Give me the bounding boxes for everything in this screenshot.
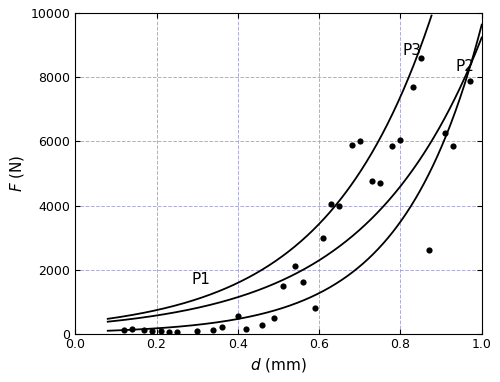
Point — [376, 180, 384, 186]
Point — [120, 327, 128, 333]
Point — [140, 327, 148, 333]
Point — [128, 326, 136, 332]
Text: P2: P2 — [456, 59, 474, 74]
Point — [356, 138, 364, 144]
Point — [311, 305, 319, 311]
Point — [164, 329, 172, 335]
Point — [425, 247, 433, 253]
Point — [408, 84, 416, 90]
Point — [278, 283, 286, 289]
Point — [417, 55, 425, 61]
Point — [396, 137, 404, 143]
Point — [441, 130, 449, 136]
Point — [368, 178, 376, 185]
Point — [290, 263, 298, 269]
Point — [348, 142, 356, 148]
Text: P3: P3 — [402, 43, 421, 58]
Point — [210, 327, 218, 333]
X-axis label: $\mathit{d}$ (mm): $\mathit{d}$ (mm) — [250, 356, 307, 374]
Point — [328, 201, 336, 207]
Point — [336, 202, 344, 209]
Point — [218, 324, 226, 330]
Point — [173, 329, 181, 335]
Point — [450, 143, 458, 149]
Point — [148, 328, 156, 334]
Point — [299, 279, 307, 285]
Point — [388, 143, 396, 149]
Point — [319, 235, 327, 241]
Point — [193, 328, 201, 334]
Point — [242, 326, 250, 332]
Text: P1: P1 — [191, 272, 210, 287]
Point — [270, 314, 278, 320]
Point — [258, 322, 266, 328]
Y-axis label: $\mathit{F}$ (N): $\mathit{F}$ (N) — [8, 155, 26, 192]
Point — [156, 329, 164, 335]
Point — [466, 78, 473, 84]
Point — [234, 313, 242, 319]
